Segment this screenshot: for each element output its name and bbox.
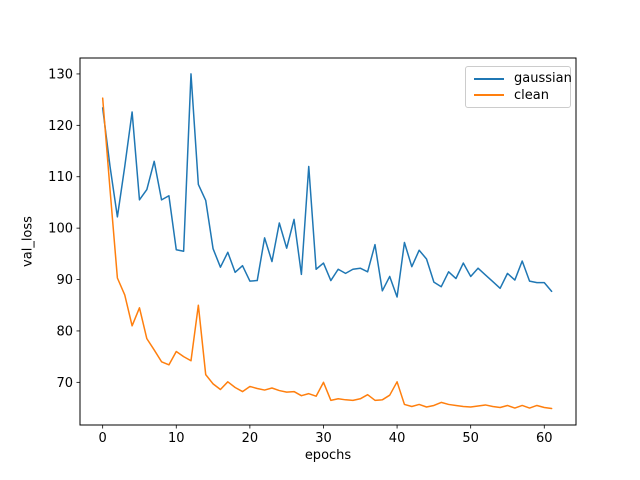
legend-label-clean: clean: [514, 87, 549, 103]
x-tick-label: 20: [242, 431, 259, 446]
clean-line: [101, 97, 553, 410]
legend-entry-gaussian: gaussian: [474, 72, 572, 85]
y-tick-label: 110: [48, 170, 73, 185]
gaussian-line: [101, 73, 553, 298]
legend: gaussian clean: [465, 66, 572, 108]
y-tick-label: 70: [56, 376, 73, 391]
y-tick-label: 120: [48, 119, 73, 134]
legend-label-gaussian: gaussian: [514, 71, 572, 87]
x-tick-label: 0: [99, 431, 107, 446]
gaussian-line-swatch: [474, 77, 504, 80]
axes-spines: [79, 57, 577, 426]
y-tick-label: 130: [48, 67, 73, 82]
y-axis-label: val_loss: [20, 216, 36, 267]
x-tick-label: 60: [536, 431, 553, 446]
clean-line-swatch: [474, 94, 504, 97]
y-tick-label: 100: [48, 222, 73, 237]
x-tick-label: 10: [168, 431, 185, 446]
y-tick-label: 80: [56, 324, 73, 339]
y-tick-label: 90: [56, 273, 73, 288]
x-tick-label: 30: [315, 431, 332, 446]
x-tick-label: 50: [462, 431, 479, 446]
x-tick-label: 40: [389, 431, 406, 446]
legend-entry-clean: clean: [474, 89, 562, 102]
x-axis-label: epochs: [304, 448, 352, 463]
